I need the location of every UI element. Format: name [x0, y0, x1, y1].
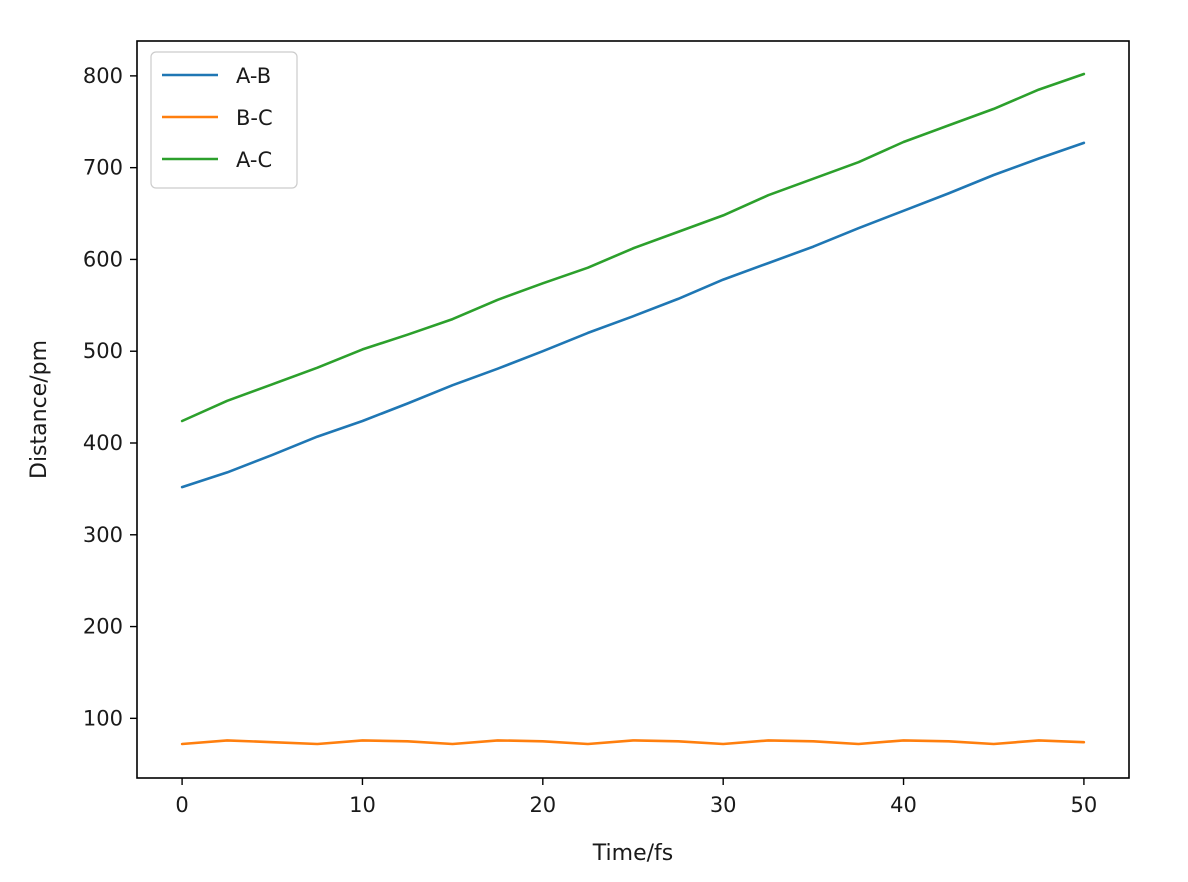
y-tick-label: 300 — [83, 523, 123, 547]
y-axis-ticks: 100 200 300 400 500 600 700 800 — [83, 64, 137, 730]
y-axis-label: Distance/pm — [27, 340, 52, 479]
x-tick-label: 10 — [349, 793, 376, 817]
x-tick-label: 40 — [890, 793, 917, 817]
series-line-a-c — [180, 72, 1086, 423]
y-tick-label: 400 — [83, 431, 123, 455]
series-line-a-b — [180, 141, 1086, 489]
plot-frame — [136, 40, 1130, 779]
y-tick-label: 200 — [83, 615, 123, 639]
legend-label-b-c: B-C — [236, 106, 273, 130]
legend-label-a-b: A-B — [236, 64, 271, 88]
x-tick-label: 30 — [710, 793, 737, 817]
x-axis-ticks: 0 10 20 30 40 50 — [175, 778, 1097, 817]
y-tick-label: 500 — [83, 339, 123, 363]
legend: A-B B-C A-C — [150, 51, 298, 189]
legend-label-a-c: A-C — [236, 148, 272, 172]
x-tick-label: 50 — [1071, 793, 1098, 817]
x-tick-label: 0 — [175, 793, 188, 817]
x-axis-label: Time/fs — [592, 841, 673, 866]
series-lines — [180, 72, 1086, 746]
y-tick-label: 100 — [83, 706, 123, 730]
plot-background — [137, 41, 1129, 778]
y-tick-label: 800 — [83, 64, 123, 88]
series-line-b-c — [180, 739, 1086, 746]
legend-box — [150, 51, 298, 189]
x-tick-label: 20 — [529, 793, 556, 817]
y-tick-label: 700 — [83, 156, 123, 180]
y-tick-label: 600 — [83, 247, 123, 271]
